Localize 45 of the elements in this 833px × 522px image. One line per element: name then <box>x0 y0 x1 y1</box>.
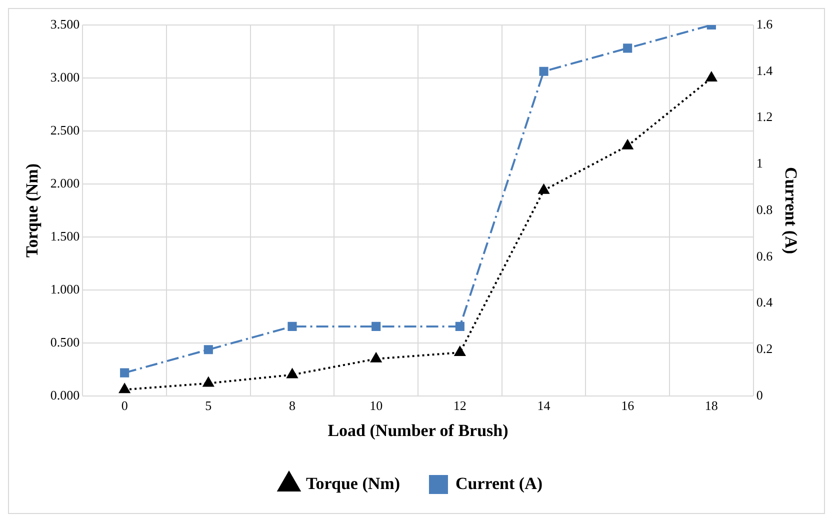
y2-tick-label: 0 <box>756 387 763 402</box>
y-tick-label: 3.000 <box>50 69 80 84</box>
legend-label: Torque (Nm) <box>306 474 400 493</box>
y-tick-label: 0.500 <box>50 334 80 350</box>
point <box>539 66 548 76</box>
x-tick-label: 16 <box>621 398 635 414</box>
point <box>370 352 382 362</box>
point <box>372 322 381 331</box>
legend-label: Current (A) <box>455 474 543 493</box>
y-tick-label: 2.500 <box>50 122 80 138</box>
point <box>622 140 633 150</box>
y2-tick-label: 0.4 <box>756 294 774 310</box>
x-tick-label: 12 <box>453 398 466 414</box>
x-tick-label: 14 <box>537 398 551 414</box>
y2-tick-label: 1.2 <box>756 109 773 124</box>
point <box>455 322 464 331</box>
point <box>454 346 466 356</box>
y2-tick-label: 0.2 <box>756 341 773 356</box>
x-tick-label: 0 <box>121 398 128 414</box>
y-tick-label: 1.000 <box>50 281 80 296</box>
point <box>288 322 297 331</box>
x-tick-label: 18 <box>704 398 718 414</box>
x-tick-label: 5 <box>205 398 212 414</box>
y2-tick-label: 1.6 <box>756 16 774 32</box>
y-tick-label: 3.500 <box>50 16 80 32</box>
y-tick-label: 1.500 <box>50 228 80 244</box>
point <box>204 345 213 354</box>
point <box>119 384 130 394</box>
y2-tick-label: 0.6 <box>756 248 774 264</box>
y-axis-title: Torque (Nm) <box>22 164 42 258</box>
point <box>623 44 632 53</box>
y-tick-label: 0.000 <box>50 387 80 402</box>
point <box>203 377 214 387</box>
point <box>706 72 717 82</box>
x-tick-label: 8 <box>288 398 296 414</box>
x-axis-title: Load (Number of Brush) <box>328 421 508 440</box>
y2-tick-label: 1.4 <box>756 62 774 78</box>
y2-tick-label: 1 <box>756 156 763 171</box>
point <box>286 368 298 378</box>
x-tick-label: 10 <box>370 398 383 414</box>
y-tick-label: 2.000 <box>50 175 80 190</box>
y2-tick-label: 0.8 <box>756 202 773 217</box>
y2-axis-title: Current (A) <box>781 166 800 254</box>
point <box>538 184 550 194</box>
point <box>120 368 130 378</box>
